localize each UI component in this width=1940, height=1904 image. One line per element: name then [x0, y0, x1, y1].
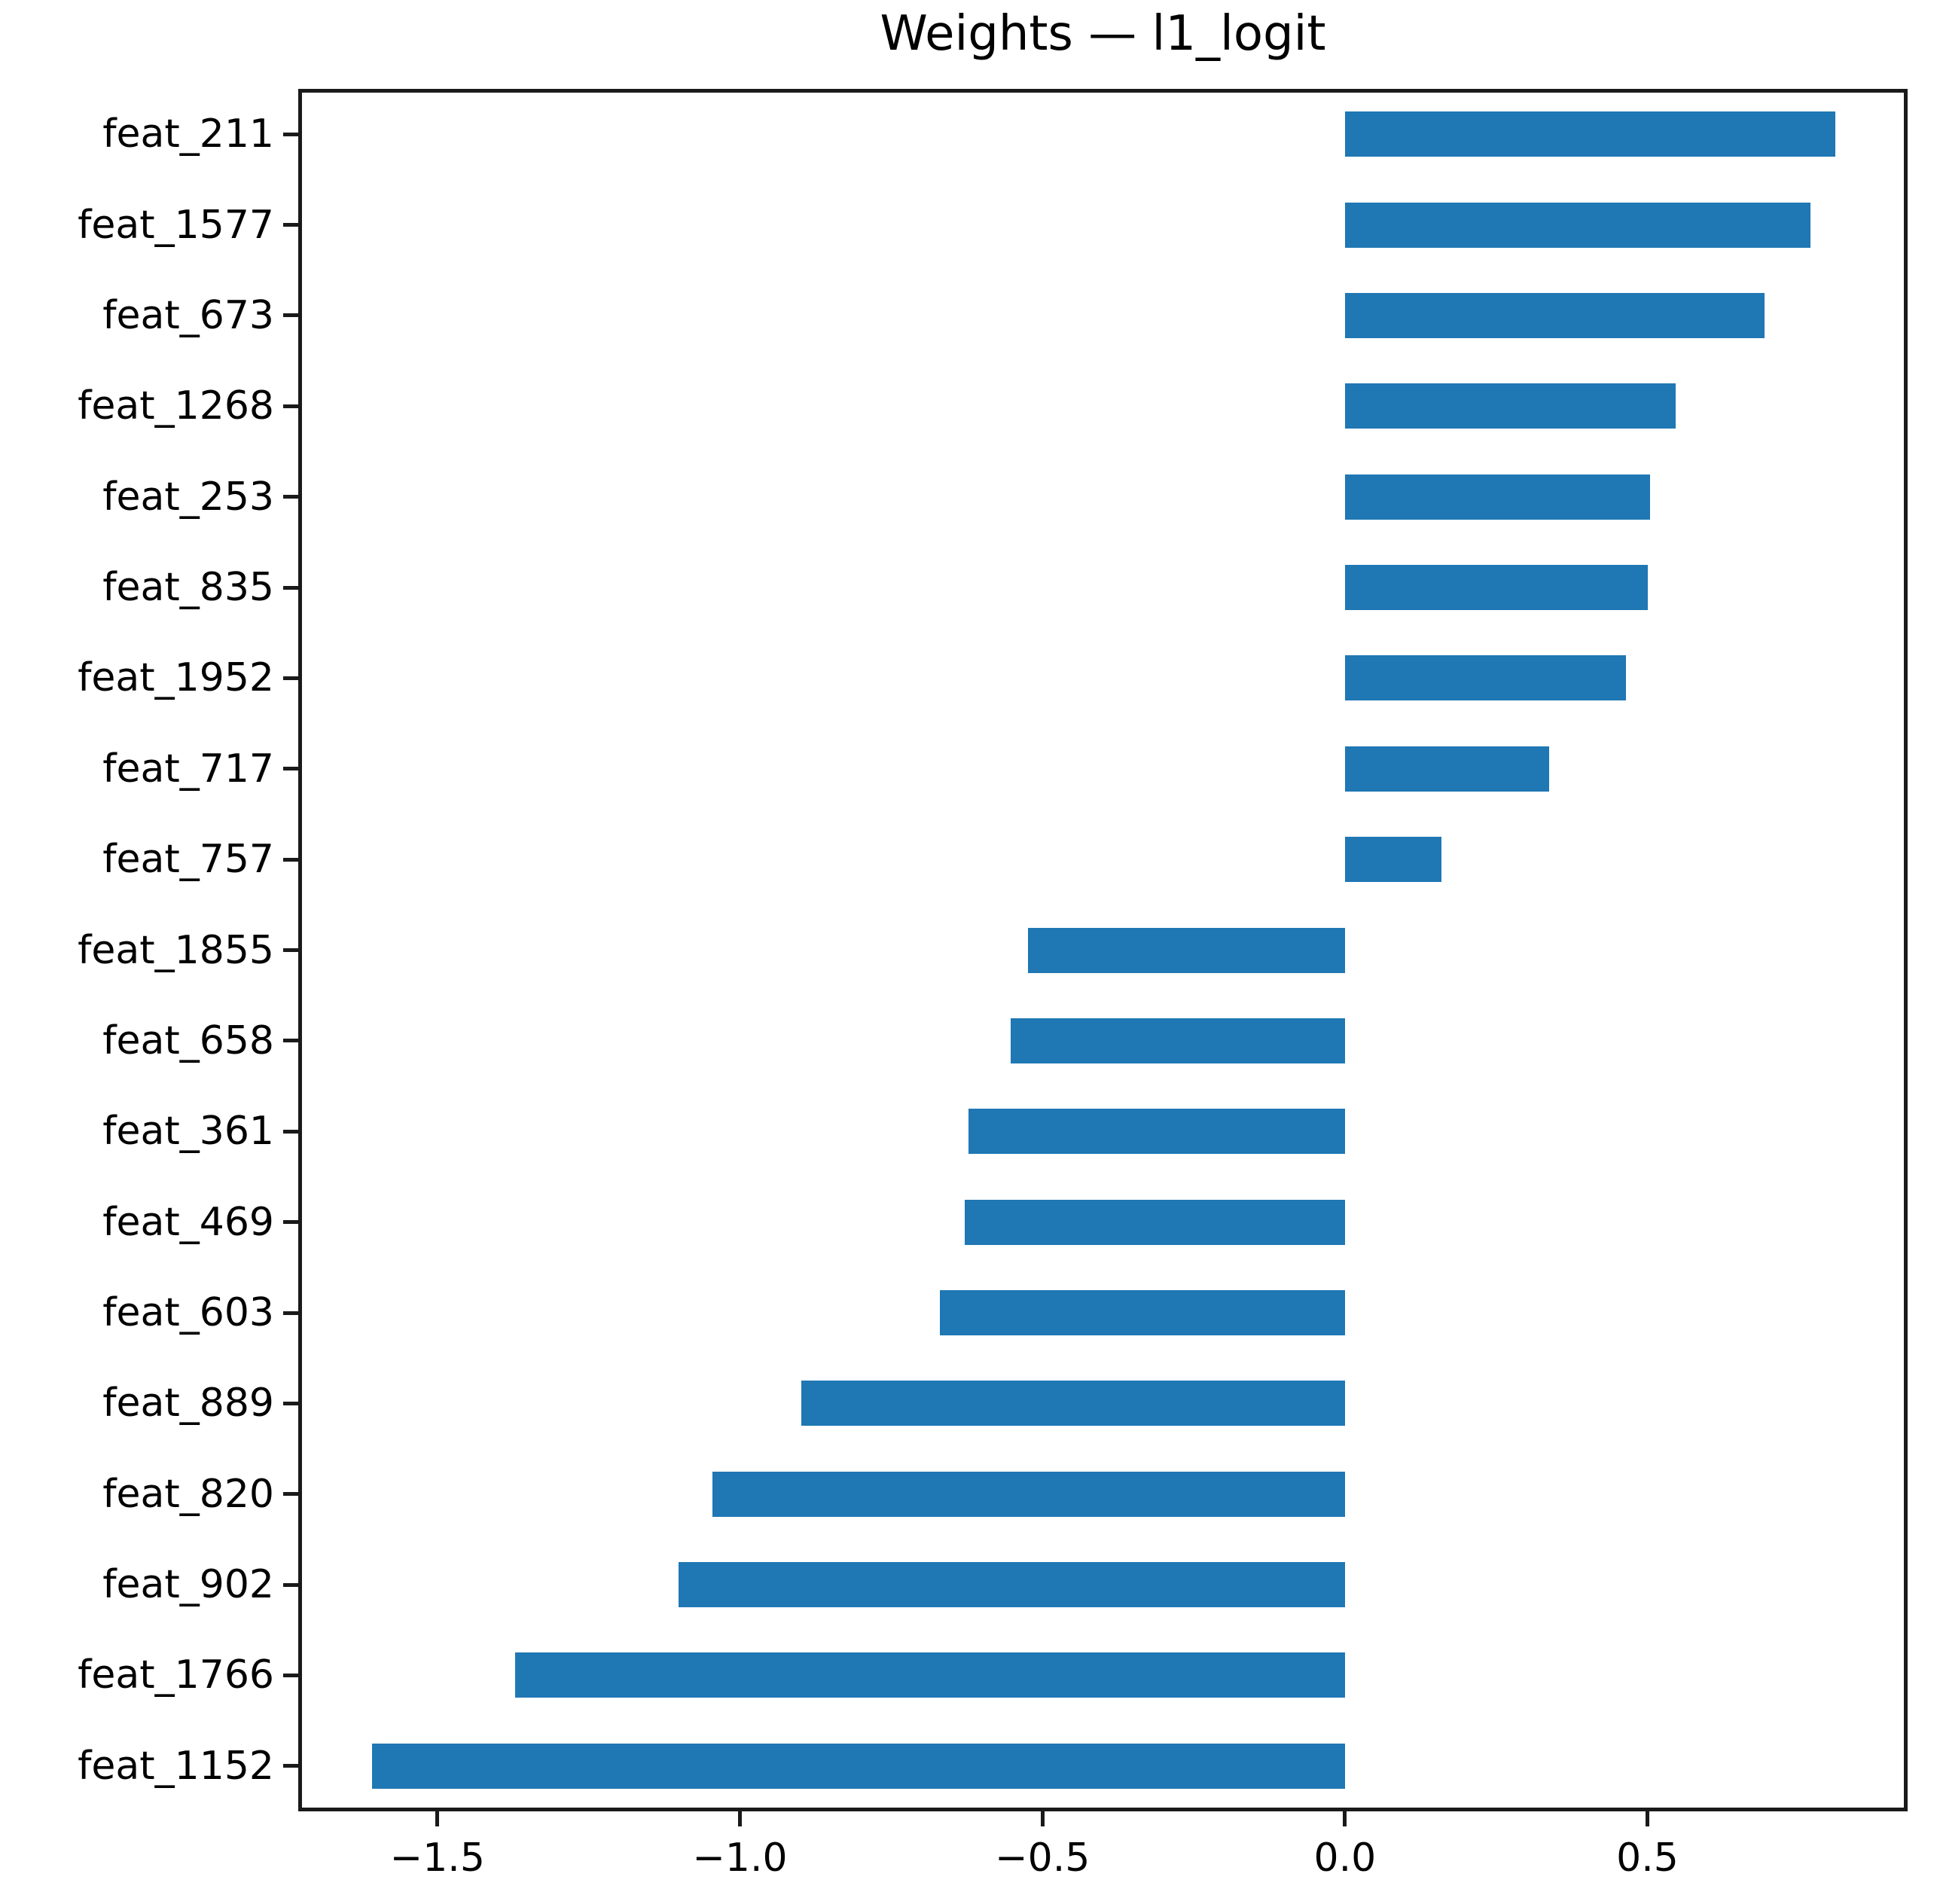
x-tick-label-0.0: 0.0: [1313, 1835, 1377, 1881]
x-tick: [1040, 1811, 1045, 1826]
y-tick-label-feat_1952: feat_1952: [78, 655, 274, 701]
y-tick: [283, 404, 298, 408]
y-tick: [283, 1039, 298, 1043]
y-tick-label-feat_1766: feat_1766: [78, 1652, 274, 1698]
y-tick-label-feat_717: feat_717: [102, 746, 274, 792]
y-tick: [283, 1673, 298, 1677]
y-tick: [283, 1311, 298, 1315]
y-tick: [283, 857, 298, 862]
bar-feat_717: [1344, 746, 1549, 792]
x-tick: [738, 1811, 742, 1826]
x-tick-label-−1.5: −1.5: [389, 1835, 485, 1881]
bar-feat_1577: [1344, 202, 1810, 248]
bar-feat_658: [1010, 1018, 1345, 1063]
y-tick: [283, 313, 298, 318]
bar-feat_253: [1344, 474, 1650, 520]
y-tick-label-feat_889: feat_889: [102, 1381, 274, 1426]
y-tick-label-feat_211: feat_211: [102, 111, 274, 157]
y-tick-label-feat_835: feat_835: [102, 565, 274, 610]
y-tick-label-feat_1152: feat_1152: [78, 1743, 274, 1789]
bar-feat_673: [1344, 292, 1765, 338]
y-tick-label-feat_1577: feat_1577: [78, 202, 274, 248]
x-tick: [1646, 1811, 1649, 1826]
y-tick-label-feat_902: feat_902: [102, 1562, 274, 1608]
bar-feat_1268: [1344, 383, 1676, 429]
y-tick: [283, 223, 298, 227]
y-tick-label-feat_757: feat_757: [102, 837, 274, 883]
x-tick-label-0.5: 0.5: [1616, 1835, 1679, 1881]
x-tick-label-−0.5: −0.5: [995, 1835, 1090, 1881]
bar-feat_820: [712, 1471, 1345, 1517]
bar-feat_1855: [1027, 927, 1345, 973]
y-tick: [283, 1220, 298, 1225]
bar-feat_1152: [372, 1743, 1345, 1789]
y-tick-label-feat_1855: feat_1855: [78, 927, 274, 973]
bar-feat_211: [1344, 111, 1836, 157]
bar-feat_603: [940, 1290, 1345, 1335]
y-tick: [283, 767, 298, 771]
y-tick: [283, 132, 298, 136]
bar-feat_757: [1344, 837, 1442, 883]
x-tick: [1343, 1811, 1347, 1826]
y-tick-label-feat_469: feat_469: [102, 1199, 274, 1245]
y-tick-label-feat_658: feat_658: [102, 1018, 274, 1063]
y-tick-label-feat_1268: feat_1268: [78, 383, 274, 429]
y-tick-label-feat_673: feat_673: [102, 292, 274, 338]
y-tick: [283, 1764, 298, 1768]
y-tick-label-feat_820: feat_820: [102, 1471, 274, 1517]
y-tick: [283, 948, 298, 952]
y-tick: [283, 676, 298, 680]
y-tick-label-feat_361: feat_361: [102, 1109, 274, 1155]
bar-feat_361: [968, 1109, 1345, 1155]
y-tick-label-feat_253: feat_253: [102, 474, 274, 520]
y-tick: [283, 1582, 298, 1587]
bar-feat_1766: [514, 1652, 1345, 1698]
bar-feat_469: [964, 1199, 1345, 1245]
x-tick-label-−1.0: −1.0: [692, 1835, 788, 1881]
chart-title: Weights — l1_logit: [880, 6, 1326, 62]
bar-feat_835: [1344, 565, 1648, 610]
bar-feat_1952: [1344, 655, 1626, 701]
y-tick: [283, 1129, 298, 1134]
y-tick: [283, 495, 298, 499]
x-tick: [435, 1811, 440, 1826]
y-tick: [283, 585, 298, 590]
y-tick: [283, 1492, 298, 1497]
y-tick-label-feat_603: feat_603: [102, 1290, 274, 1335]
bar-feat_889: [801, 1381, 1345, 1426]
y-tick: [283, 1401, 298, 1405]
bar-feat_902: [679, 1562, 1345, 1608]
